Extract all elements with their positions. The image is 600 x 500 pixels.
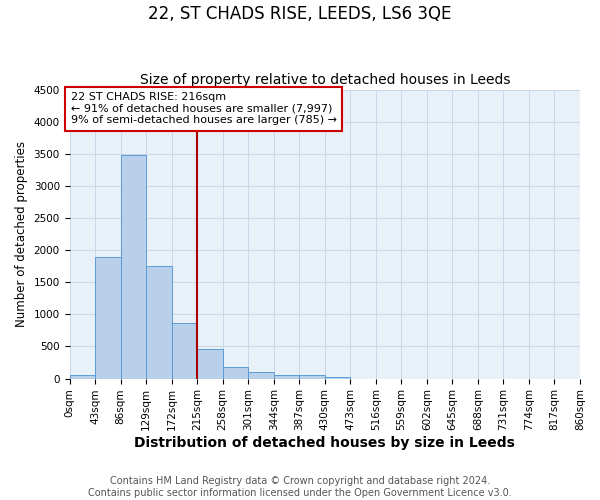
Title: Size of property relative to detached houses in Leeds: Size of property relative to detached ho… [140,73,510,87]
Bar [325,376,350,378]
Text: 22 ST CHADS RISE: 216sqm
← 91% of detached houses are smaller (7,997)
9% of semi: 22 ST CHADS RISE: 216sqm ← 91% of detach… [71,92,337,126]
Bar [70,376,95,378]
Text: 22, ST CHADS RISE, LEEDS, LS6 3QE: 22, ST CHADS RISE, LEEDS, LS6 3QE [148,5,452,23]
Bar [248,372,274,378]
Bar [223,367,248,378]
Bar [121,155,146,378]
X-axis label: Distribution of detached houses by size in Leeds: Distribution of detached houses by size … [134,436,515,450]
Text: Contains HM Land Registry data © Crown copyright and database right 2024.
Contai: Contains HM Land Registry data © Crown c… [88,476,512,498]
Bar [95,256,121,378]
Bar [197,349,223,378]
Y-axis label: Number of detached properties: Number of detached properties [15,141,28,327]
Bar [299,376,325,378]
Bar [172,322,197,378]
Bar [274,374,299,378]
Bar [146,266,172,378]
